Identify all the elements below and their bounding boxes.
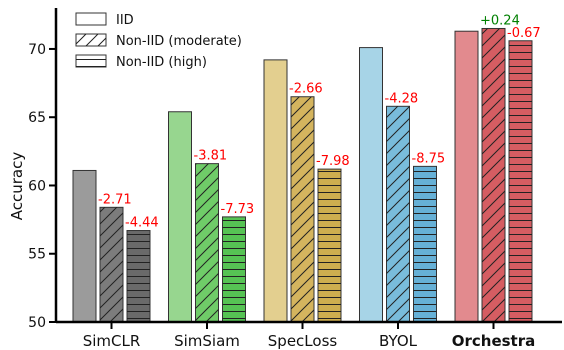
legend-label: Non-IID (high) xyxy=(116,55,207,70)
legend-item: Non-IID (moderate) xyxy=(75,33,242,49)
delta-label: -7.98 xyxy=(316,154,350,169)
y-tick-label: 55 xyxy=(28,247,46,263)
bar-simclr-2 xyxy=(99,206,124,323)
legend-label: IID xyxy=(116,13,134,28)
labels-layer: -2.71 -4.44 SimCLR -3.81 -7.73 SimSiam -2.66 -7… xyxy=(83,13,541,350)
bar-byol-3 xyxy=(413,165,437,323)
x-tick-label: SpecLoss xyxy=(268,332,338,350)
delta-label: -4.28 xyxy=(385,91,419,106)
delta-label: +0.24 xyxy=(480,13,520,28)
bar-specloss-1 xyxy=(263,59,288,323)
y-tick-label: 50 xyxy=(28,315,46,331)
bar-orchestra-3 xyxy=(508,40,533,323)
delta-label: -2.71 xyxy=(98,192,132,207)
x-tick-label: SimCLR xyxy=(83,332,141,350)
bar-simclr-3 xyxy=(126,230,151,323)
legend-item: IID xyxy=(75,12,134,28)
delta-label: -3.81 xyxy=(194,149,228,164)
y-axis-title: Accuracy xyxy=(8,152,26,221)
y-tick-label: 60 xyxy=(28,178,46,194)
bar-simsiam-3 xyxy=(222,216,246,323)
x-tick-label: BYOL xyxy=(379,332,418,350)
axes-layer: 50 55 60 65 70 xyxy=(28,8,562,331)
delta-label: -8.75 xyxy=(412,151,446,166)
x-tick-label: Orchestra xyxy=(452,332,536,350)
x-tick-label: SimSiam xyxy=(174,332,240,350)
bar-simclr-1 xyxy=(72,169,97,323)
bars-layer xyxy=(72,27,533,323)
delta-label: -0.67 xyxy=(507,26,541,41)
legend-item: Non-IID (high) xyxy=(75,54,207,70)
delta-label: -4.44 xyxy=(125,216,159,231)
bar-simsiam-2 xyxy=(195,163,219,323)
bar-specloss-2 xyxy=(290,96,315,323)
legend-label: Non-IID (moderate) xyxy=(116,34,242,49)
bar-byol-1 xyxy=(359,47,383,323)
delta-label: -2.66 xyxy=(289,82,323,97)
bar-orchestra-1 xyxy=(454,30,479,323)
bar-simsiam-1 xyxy=(168,111,192,323)
y-tick-label: 70 xyxy=(28,42,46,58)
bar-orchestra-2 xyxy=(481,27,506,323)
legend: IID Non-IID (moderate) Non-IID (high) xyxy=(75,12,242,70)
bar-specloss-3 xyxy=(317,168,342,323)
y-tick-label: 65 xyxy=(28,110,46,126)
delta-label: -7.73 xyxy=(221,202,255,217)
bar-byol-2 xyxy=(386,105,410,323)
